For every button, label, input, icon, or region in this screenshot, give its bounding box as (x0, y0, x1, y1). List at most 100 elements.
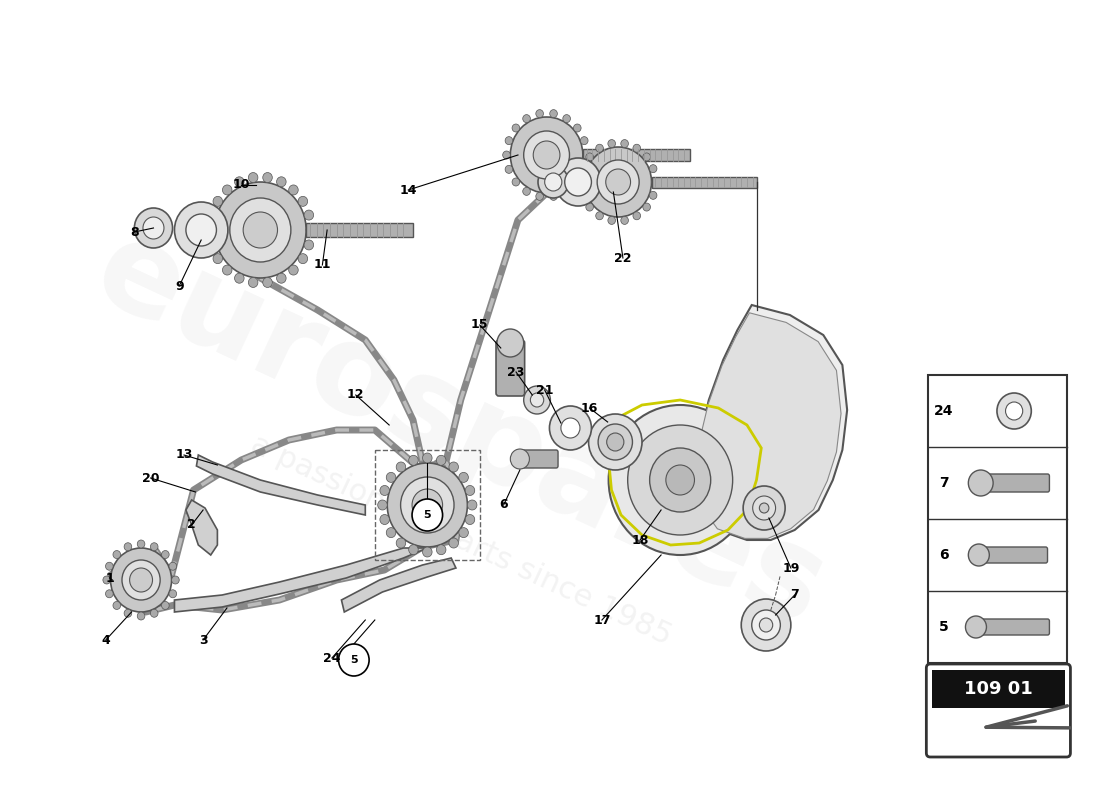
Circle shape (138, 540, 145, 548)
Circle shape (243, 212, 277, 248)
Polygon shape (700, 313, 842, 538)
Text: 14: 14 (399, 183, 417, 197)
Circle shape (143, 217, 164, 239)
Text: 8: 8 (130, 226, 139, 238)
Circle shape (304, 210, 313, 220)
Text: 6: 6 (938, 548, 948, 562)
Text: 4: 4 (101, 634, 110, 646)
Circle shape (632, 144, 640, 152)
Circle shape (556, 158, 601, 206)
Polygon shape (186, 500, 218, 555)
Text: 109 01: 109 01 (964, 680, 1033, 698)
Circle shape (503, 151, 510, 159)
Circle shape (175, 202, 228, 258)
Circle shape (642, 203, 650, 211)
Circle shape (524, 131, 570, 179)
Circle shape (412, 489, 442, 521)
Circle shape (298, 196, 308, 206)
Circle shape (400, 477, 454, 533)
Text: 5: 5 (350, 655, 358, 665)
Circle shape (151, 610, 158, 618)
Text: 3: 3 (199, 634, 208, 646)
Circle shape (113, 550, 121, 558)
Circle shape (586, 153, 594, 161)
Circle shape (306, 225, 316, 235)
Circle shape (596, 212, 604, 220)
Text: 17: 17 (593, 614, 611, 626)
Circle shape (162, 550, 169, 558)
Circle shape (465, 486, 475, 495)
Polygon shape (197, 455, 365, 515)
Text: 6: 6 (499, 498, 508, 511)
Circle shape (586, 203, 594, 211)
Circle shape (396, 462, 406, 472)
Circle shape (339, 644, 370, 676)
Circle shape (538, 166, 569, 198)
Circle shape (468, 500, 477, 510)
Circle shape (234, 177, 244, 186)
Text: eurospares: eurospares (77, 208, 845, 652)
Text: 9: 9 (175, 279, 184, 293)
Circle shape (113, 602, 121, 610)
Circle shape (580, 191, 587, 199)
Circle shape (536, 110, 543, 118)
Circle shape (134, 208, 173, 248)
Circle shape (106, 590, 113, 598)
Text: 5: 5 (424, 510, 431, 520)
Circle shape (620, 139, 628, 147)
Circle shape (608, 217, 616, 225)
Circle shape (497, 329, 524, 357)
Circle shape (588, 414, 642, 470)
Circle shape (459, 528, 469, 538)
Circle shape (304, 240, 313, 250)
Text: 20: 20 (142, 471, 160, 485)
Circle shape (581, 137, 589, 145)
Circle shape (628, 425, 733, 535)
Circle shape (169, 590, 177, 598)
Circle shape (510, 449, 529, 469)
Circle shape (550, 110, 558, 118)
Polygon shape (306, 223, 412, 237)
Text: 24: 24 (323, 651, 341, 665)
Circle shape (124, 610, 132, 618)
Polygon shape (341, 558, 455, 612)
Circle shape (583, 151, 591, 159)
Circle shape (578, 178, 585, 186)
Circle shape (1005, 402, 1023, 420)
Text: 19: 19 (782, 562, 800, 574)
Circle shape (138, 612, 145, 620)
Text: 16: 16 (581, 402, 598, 414)
Circle shape (249, 278, 257, 287)
Circle shape (298, 254, 308, 264)
Circle shape (409, 545, 418, 554)
Circle shape (130, 568, 153, 592)
FancyBboxPatch shape (926, 664, 1070, 757)
Text: 1: 1 (106, 571, 114, 585)
Circle shape (544, 173, 562, 191)
Bar (928, 375, 1067, 663)
Text: 21: 21 (536, 383, 553, 397)
Circle shape (422, 453, 432, 463)
Text: 22: 22 (614, 251, 631, 265)
Circle shape (422, 547, 432, 557)
Circle shape (186, 214, 217, 246)
Circle shape (437, 455, 446, 466)
Polygon shape (700, 305, 847, 540)
Circle shape (966, 616, 987, 638)
Circle shape (222, 185, 232, 195)
Circle shape (213, 254, 222, 264)
Circle shape (608, 405, 751, 555)
Circle shape (606, 169, 630, 195)
Circle shape (580, 165, 587, 173)
Circle shape (585, 147, 651, 217)
Polygon shape (175, 548, 427, 612)
Text: 13: 13 (175, 449, 192, 462)
Circle shape (396, 538, 406, 548)
Circle shape (550, 192, 558, 200)
Circle shape (596, 144, 604, 152)
Circle shape (263, 173, 273, 182)
Circle shape (169, 562, 177, 570)
Circle shape (437, 545, 446, 554)
Circle shape (597, 160, 639, 204)
FancyBboxPatch shape (972, 547, 1047, 563)
